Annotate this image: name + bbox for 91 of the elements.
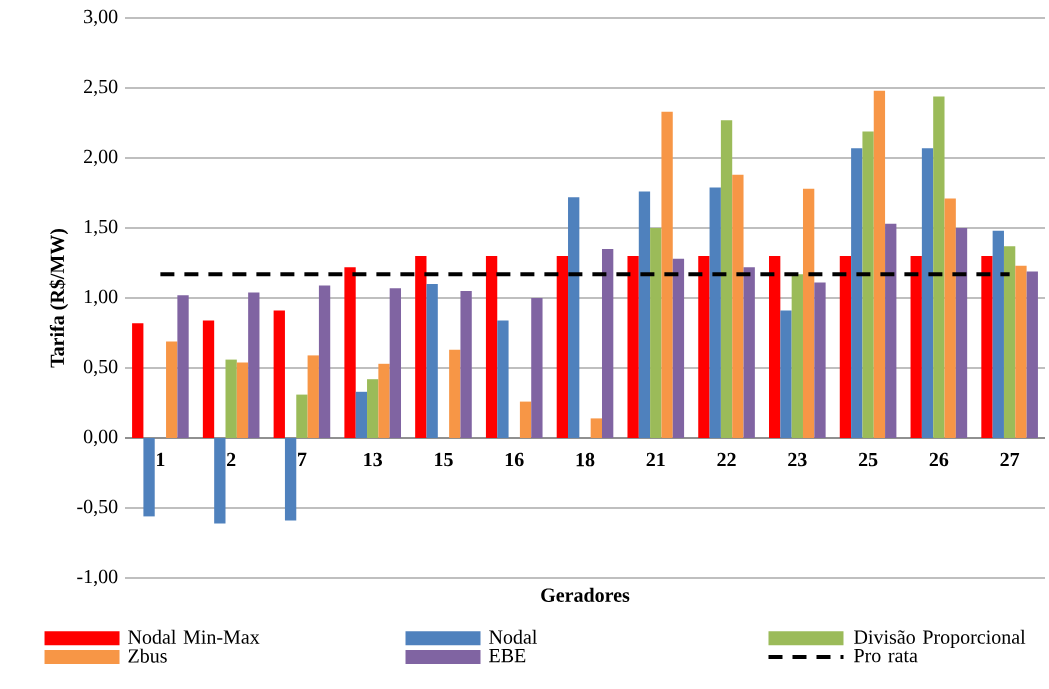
bar xyxy=(802,188,815,438)
bar xyxy=(485,256,498,438)
bar xyxy=(307,355,319,438)
legend-label: Divisão Proporcional xyxy=(854,629,1026,648)
bar xyxy=(389,288,401,438)
bar xyxy=(296,394,308,438)
x-tick-label: 26 xyxy=(929,452,949,467)
bar xyxy=(1026,271,1038,438)
bar xyxy=(225,359,237,438)
legend-label: Zbus xyxy=(128,648,167,663)
legend-label: EBE xyxy=(489,649,526,663)
x-tick-label: 27 xyxy=(1000,452,1020,467)
y-tick-label: -0,50 xyxy=(77,499,118,517)
bar xyxy=(202,320,215,438)
y-tick-label: 0,00 xyxy=(83,429,118,447)
bar xyxy=(236,362,249,438)
x-tick-label: 22 xyxy=(717,452,736,467)
bar xyxy=(367,379,379,438)
x-tick-label: 25 xyxy=(858,452,878,467)
bar xyxy=(556,256,569,438)
bar xyxy=(885,223,897,438)
bar xyxy=(355,391,368,438)
bar xyxy=(814,282,826,438)
y-tick-label: 3,00 xyxy=(84,9,118,27)
x-tick-label: 18 xyxy=(576,452,595,467)
bar xyxy=(650,228,662,438)
y-tick-label: 2,00 xyxy=(84,149,118,167)
bar xyxy=(601,249,614,438)
y-tick-label: 1,50 xyxy=(84,219,118,237)
bar xyxy=(284,438,297,521)
legend-label: Nodal Min-Max xyxy=(128,629,260,644)
legend-label: Pro rata xyxy=(854,649,918,663)
bar xyxy=(449,349,461,438)
x-tick-label: 2 xyxy=(227,452,236,467)
x-tick-label: 1 xyxy=(157,452,165,467)
bar xyxy=(791,274,803,438)
x-tick-label: 23 xyxy=(788,452,807,467)
bar xyxy=(661,111,673,438)
y-tick-label: 0,50 xyxy=(83,359,118,377)
bar xyxy=(166,341,178,438)
bar xyxy=(921,148,934,438)
y-tick-label: -1,00 xyxy=(77,569,118,587)
bar xyxy=(839,256,852,438)
bar xyxy=(497,320,509,438)
bar xyxy=(981,256,993,438)
bar xyxy=(672,258,685,438)
bar xyxy=(992,230,1004,438)
bar xyxy=(248,292,260,438)
x-tick-label: 16 xyxy=(505,452,524,467)
y-tick-label: 2,50 xyxy=(84,79,118,97)
bar xyxy=(732,174,744,438)
bar xyxy=(851,148,863,438)
y-axis-title: Tarifa (R$/MW) xyxy=(49,228,69,368)
bar xyxy=(415,256,427,438)
bar xyxy=(698,256,710,438)
bar xyxy=(177,295,189,438)
bar xyxy=(568,197,580,438)
y-tick-label: 1,00 xyxy=(84,289,118,307)
bar xyxy=(143,438,155,517)
bar xyxy=(910,256,922,438)
bar xyxy=(720,120,733,438)
x-axis-title: Geradores xyxy=(541,587,630,602)
x-tick-label: 13 xyxy=(364,452,383,467)
bar xyxy=(944,198,956,438)
bar xyxy=(531,298,543,438)
bar xyxy=(933,96,945,438)
bar xyxy=(318,285,331,438)
bar xyxy=(709,187,721,438)
bar xyxy=(378,363,390,438)
bar xyxy=(519,401,532,438)
bar xyxy=(769,256,781,438)
bar xyxy=(627,256,639,438)
legend-label: Nodal xyxy=(489,629,537,644)
x-tick-label: 21 xyxy=(646,452,665,467)
bar xyxy=(344,267,356,438)
bar xyxy=(862,131,874,438)
bar xyxy=(214,438,226,524)
bar xyxy=(780,310,792,438)
bar xyxy=(426,284,438,438)
bar xyxy=(132,323,144,438)
x-tick-label: 7 xyxy=(298,452,307,466)
bar xyxy=(460,291,472,438)
bar xyxy=(1003,246,1016,438)
bar xyxy=(743,267,755,438)
bar xyxy=(955,228,968,438)
bar xyxy=(638,191,651,438)
bar xyxy=(590,418,602,438)
bar xyxy=(273,310,285,438)
bar xyxy=(1015,265,1027,438)
x-tick-label: 15 xyxy=(435,452,453,467)
bar xyxy=(873,90,886,438)
